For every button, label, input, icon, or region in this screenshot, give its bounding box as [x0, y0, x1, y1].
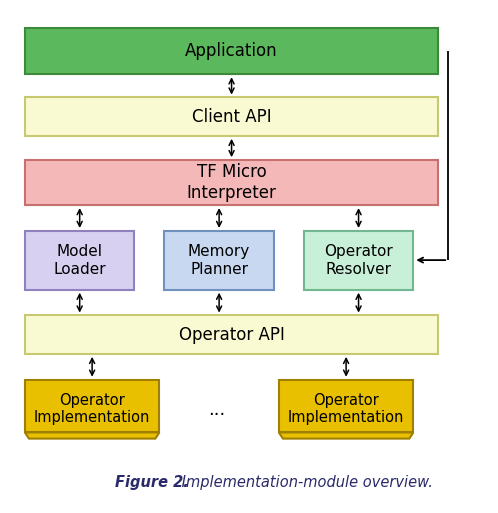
- Text: ...: ...: [208, 401, 225, 420]
- Text: Operator
Implementation: Operator Implementation: [34, 393, 150, 425]
- FancyBboxPatch shape: [25, 28, 438, 74]
- FancyBboxPatch shape: [25, 231, 134, 290]
- Text: Operator API: Operator API: [179, 326, 284, 344]
- FancyBboxPatch shape: [25, 380, 159, 432]
- Polygon shape: [25, 432, 159, 439]
- Text: Operator
Implementation: Operator Implementation: [288, 393, 404, 425]
- Text: TF Micro
Interpreter: TF Micro Interpreter: [187, 163, 276, 202]
- FancyBboxPatch shape: [25, 97, 438, 136]
- Polygon shape: [279, 432, 413, 439]
- Text: Model
Loader: Model Loader: [53, 244, 106, 277]
- FancyBboxPatch shape: [25, 315, 438, 354]
- FancyBboxPatch shape: [279, 380, 413, 432]
- FancyBboxPatch shape: [164, 231, 274, 290]
- Text: Figure 2.: Figure 2.: [115, 475, 188, 490]
- Text: Operator
Resolver: Operator Resolver: [324, 244, 393, 277]
- Text: Implementation-module overview.: Implementation-module overview.: [177, 475, 433, 490]
- FancyBboxPatch shape: [25, 160, 438, 205]
- FancyBboxPatch shape: [304, 231, 413, 290]
- Text: Application: Application: [185, 42, 278, 61]
- Text: Client API: Client API: [192, 108, 271, 126]
- Text: Memory
Planner: Memory Planner: [188, 244, 250, 277]
